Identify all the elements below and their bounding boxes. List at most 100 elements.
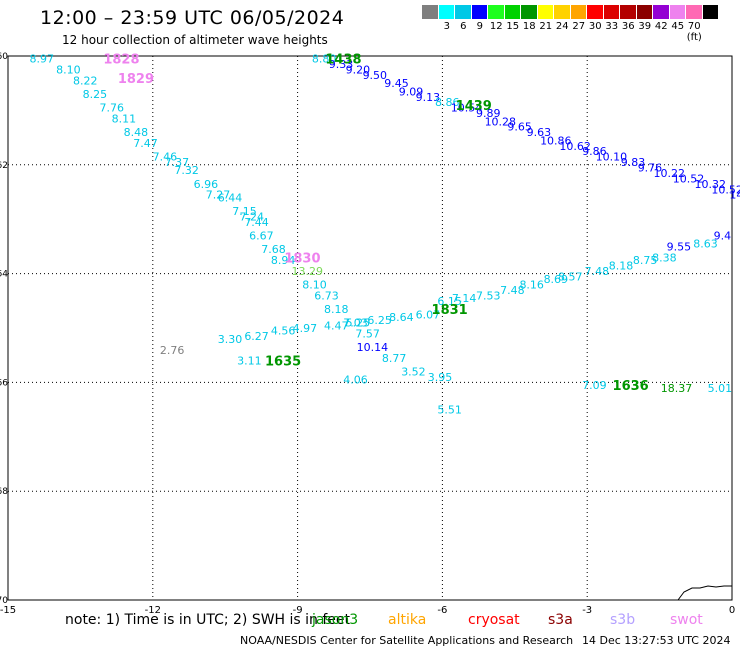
wave-height-value: 10.86 [540,134,572,147]
chart-title: 12:00 – 23:59 UTC 06/05/2024 [40,7,345,29]
color-swatch [554,5,571,19]
wave-height-value: 7.46 [153,151,178,164]
x-tick-label: 0 [729,605,735,616]
wave-height-value: 9.50 [363,69,388,82]
wave-height-value: 10.52 [673,172,705,185]
wave-height-value: 6.07 [416,308,441,321]
wave-height-value: 8.48 [124,126,149,139]
wave-height-value: 6.73 [314,289,339,302]
wave-height-value: 8.18 [609,259,634,272]
wave-height-value: 9.20 [346,64,371,77]
color-legend [422,5,719,19]
wave-height-value: 4.47 [324,319,349,332]
y-tick-label: -70 [0,596,8,606]
track-time-label: 1635 [265,355,301,370]
wave-height-value: 8.75 [633,254,658,267]
wave-height-value: 10.14 [357,341,389,354]
color-swatch [702,5,719,19]
wave-height-value: 9.4 [714,230,732,243]
generated-timestamp: 14 Dec 13:27:53 UTC 2024 [582,634,731,647]
track-time-label: 1829 [118,72,154,87]
satellite-legend-item: cryosat [468,612,520,628]
wave-height-value: 9.65 [507,121,532,134]
color-swatch [422,5,439,19]
wave-height-value: 7.53 [476,289,501,302]
wave-height-value: 6.27 [244,330,269,343]
wave-height-value: 7.27 [206,189,231,202]
color-legend-label: 15 [506,21,520,32]
x-tick-label: -9 [293,605,303,616]
wave-height-value: 8.10 [56,64,81,77]
wave-height-value: 9.83 [621,156,646,169]
wave-height-value: 7.48 [500,284,525,297]
satellite-legend-item: swot [670,612,703,628]
color-swatch [587,5,604,19]
color-swatch [669,5,686,19]
wave-height-value: 3.30 [218,333,243,346]
wave-height-value: 13.29 [292,265,324,278]
color-legend-label: 42 [654,21,668,32]
wave-height-value: 8.63 [693,238,718,251]
color-legend-label: 12 [489,21,503,32]
color-legend-label: 6 [460,21,467,32]
track-time-label: 1636 [613,379,649,394]
wave-height-value: 14.0 [729,189,740,202]
wave-height-value: 8.38 [652,251,677,264]
track-time-label: 1439 [456,99,492,114]
wave-height-value: 7.09 [582,379,607,392]
wave-height-value: 9.13 [416,91,441,104]
wave-height-value: 7.57 [355,327,380,340]
wave-height-value: 7.24 [239,210,264,223]
wave-height-value: 8.86 [435,96,460,109]
wave-height-value: 4.97 [293,322,318,335]
wave-height-value: 8.77 [382,352,407,365]
track-time-label: 1828 [103,53,139,68]
wave-height-value: 7.68 [261,243,286,256]
wave-height-value: 4.56 [271,325,296,338]
wave-height-value: 10.54 [451,102,483,115]
coastline [677,585,732,601]
color-legend-labels: 3 6 9 12 15 18 21 24 27 30 33 36 39 42 45 70 (ft) [422,21,719,43]
y-tick-label: -68 [0,487,8,497]
wave-height-value: 8.10 [302,278,327,291]
x-tick-label: -12 [145,605,161,616]
color-legend-label: 18 [522,21,536,32]
wave-height-value: 7.15 [232,205,257,218]
footer-note: note: 1) Time is in UTC; 2) SWH is in fe… [65,612,351,628]
wave-height-value: 8.80 [312,53,337,66]
wave-height-value: 7.47 [133,137,158,150]
color-legend-label: 45 [671,21,685,32]
wave-height-value: 8.16 [519,278,544,291]
color-swatch [686,5,703,19]
wave-height-value: 8.97 [30,53,55,66]
color-swatch [488,5,505,19]
y-tick-label: -64 [0,270,8,280]
wave-height-value: 10.52 [711,183,740,196]
color-swatch [537,5,554,19]
wave-height-value: 8.64 [389,311,414,324]
color-legend-label: 3 [443,21,450,32]
track-time-label: 1831 [432,303,468,318]
color-legend-label: 39 [638,21,652,32]
color-legend-label: 24 [555,21,569,32]
color-legend-label: 21 [539,21,553,32]
x-tick-label: -3 [582,605,592,616]
x-tick-label: -15 [0,605,16,616]
y-tick-label: -62 [0,161,8,171]
wave-height-value: 9.45 [384,77,409,90]
satellite-legend-item: s3b [610,612,636,628]
wave-height-value: 10.32 [695,178,727,191]
wave-height-value: 8.25 [83,88,108,101]
wave-height-value: 9.86 [582,145,607,158]
color-swatch [504,5,521,19]
y-tick-label: -66 [0,378,8,388]
wave-height-value: 10.10 [596,151,628,164]
wave-height-value: 9.09 [399,85,424,98]
wave-height-value: 6.15 [437,295,462,308]
color-legend-label: 9 [476,21,483,32]
color-swatch [471,5,488,19]
wave-height-value: 18.37 [661,382,693,395]
wave-height-value: 5.01 [708,382,733,395]
wave-height-value: 8.18 [324,303,349,316]
wave-height-value: 7.37 [165,156,190,169]
